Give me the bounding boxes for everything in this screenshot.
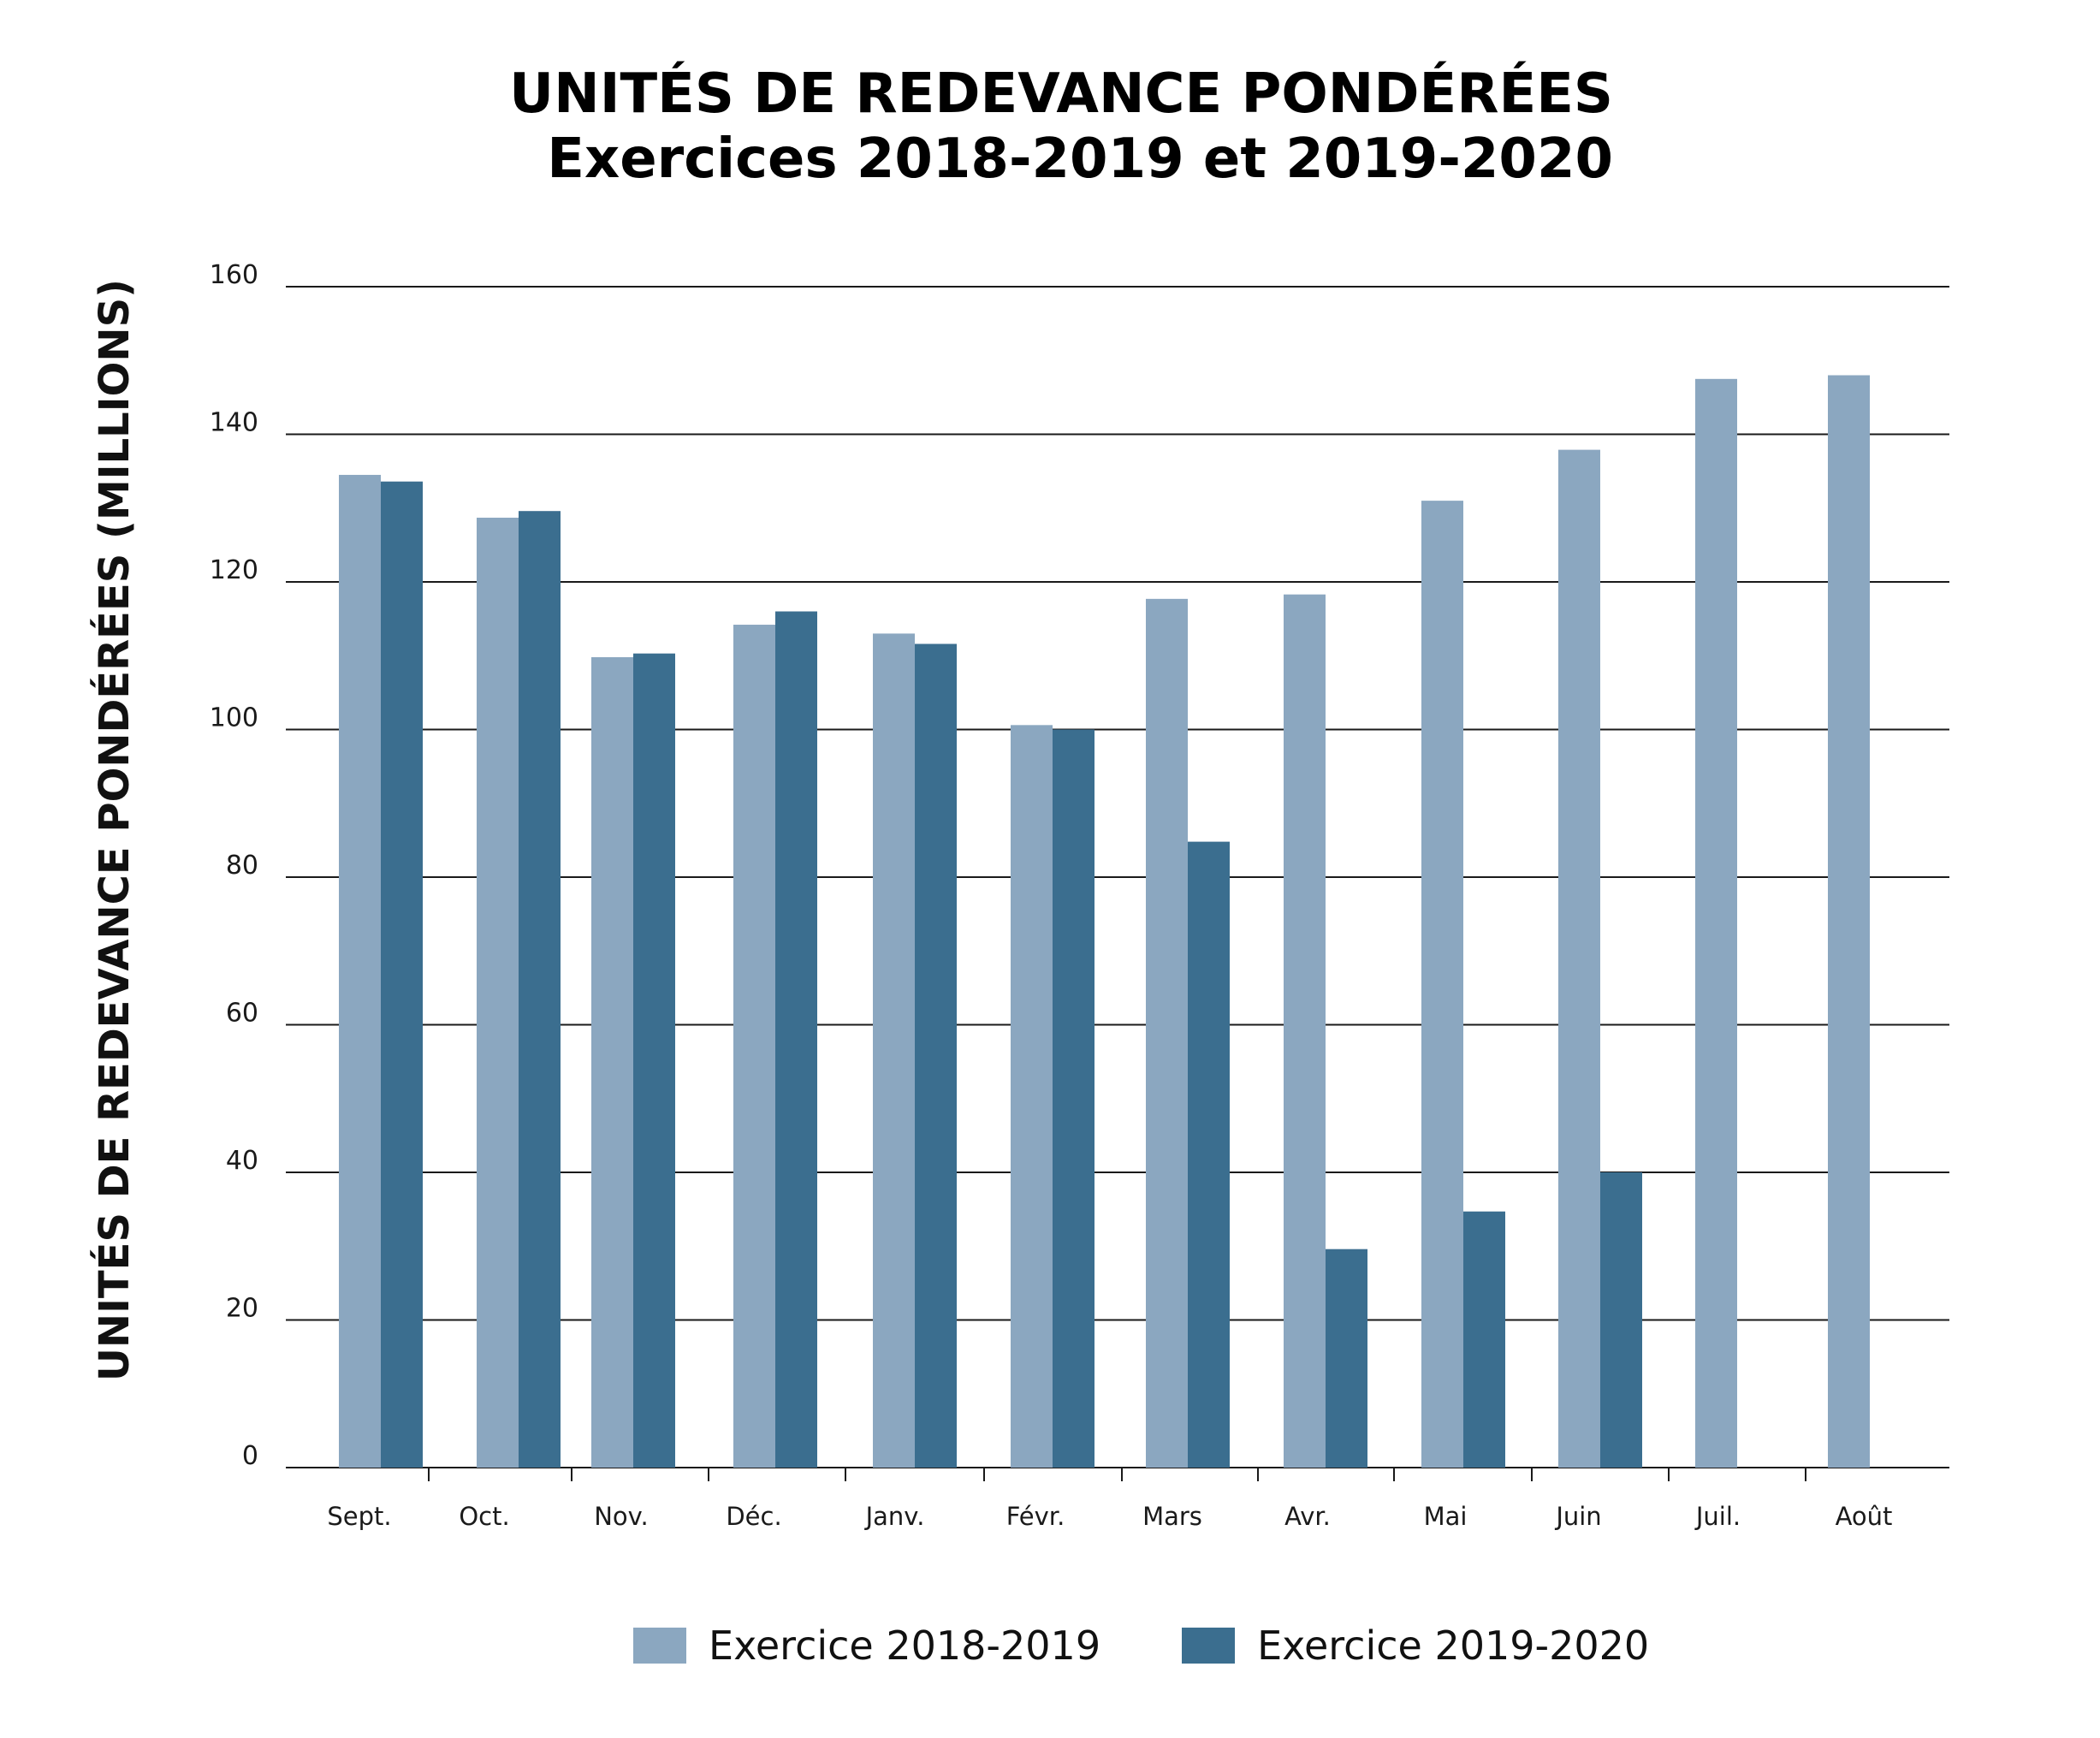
- bar-2018-2019-4: [873, 633, 915, 1468]
- category-label-6: Mars: [1142, 1502, 1202, 1531]
- bar-2018-2019-5: [1011, 725, 1053, 1468]
- y-axis-label: UNITÉS DE REDEVANCE PONDÉRÉES (MILLIONS): [90, 279, 139, 1381]
- category-label-3: Déc.: [726, 1502, 781, 1531]
- bar-2019-2020-3: [775, 611, 817, 1468]
- category-label-8: Mai: [1424, 1502, 1468, 1531]
- category-label-7: Avr.: [1284, 1502, 1331, 1531]
- y-tick-label-40: 40: [226, 1146, 258, 1176]
- legend-label-2018-2019: Exercice 2018-2019: [709, 1622, 1101, 1669]
- category-label-4: Janv.: [864, 1502, 925, 1531]
- bar-2018-2019-1: [477, 517, 519, 1468]
- bar-2018-2019-8: [1421, 501, 1463, 1468]
- category-labels: Sept. Oct. Nov. Déc. Janv. Févr. Mars Avr. Mai Ju…: [327, 1502, 1892, 1531]
- y-tick-label-20: 20: [226, 1294, 258, 1324]
- category-label-0: Sept.: [327, 1502, 391, 1531]
- bar-2018-2019-10: [1695, 378, 1737, 1468]
- gridlines: [286, 286, 1949, 1468]
- category-label-2: Nov.: [594, 1502, 649, 1531]
- bar-2018-2019-0: [339, 474, 381, 1468]
- category-label-11: Août: [1836, 1502, 1893, 1531]
- category-label-10: Juil.: [1694, 1502, 1741, 1531]
- legend-swatch-2018-2019: [633, 1628, 686, 1664]
- y-tick-label-80: 80: [226, 851, 258, 881]
- y-tick-label-60: 60: [226, 999, 258, 1029]
- category-label-5: Févr.: [1006, 1502, 1065, 1531]
- bar-2019-2020-1: [519, 511, 561, 1468]
- bar-2018-2019-7: [1284, 594, 1326, 1468]
- bar-2018-2019-3: [733, 625, 775, 1468]
- y-tick-label-140: 140: [210, 408, 258, 438]
- category-label-9: Juin: [1554, 1502, 1601, 1531]
- bar-2018-2019-6: [1146, 598, 1188, 1468]
- bar-2019-2020-9: [1600, 1172, 1642, 1468]
- legend: Exercice 2018-2019 Exercice 2019-2020: [633, 1622, 1730, 1669]
- chart-subtitle: Exercices 2018-2019 et 2019-2020: [547, 128, 1613, 191]
- bar-2019-2020-2: [633, 653, 675, 1468]
- legend-swatch-2019-2020: [1182, 1628, 1236, 1664]
- legend-item-2018-2019: Exercice 2018-2019: [633, 1622, 1100, 1669]
- bar-2019-2020-4: [915, 644, 957, 1468]
- chart-title: UNITÉS DE REDEVANCE PONDÉRÉES: [509, 62, 1613, 126]
- y-tick-label-120: 120: [210, 555, 258, 585]
- chart-title-block: UNITÉS DE REDEVANCE PONDÉRÉES Exercices …: [0, 62, 1613, 192]
- bar-2019-2020-6: [1188, 841, 1230, 1468]
- bar-2019-2020-5: [1053, 729, 1094, 1468]
- y-tick-label-100: 100: [210, 703, 258, 733]
- bar-2018-2019-2: [591, 656, 633, 1468]
- legend-item-2019-2020: Exercice 2019-2020: [1182, 1622, 1649, 1669]
- bar-2019-2020-0: [381, 481, 423, 1468]
- bar-2018-2019-11: [1828, 375, 1870, 1468]
- bar-2019-2020-8: [1463, 1211, 1505, 1468]
- category-label-1: Oct.: [459, 1502, 509, 1531]
- legend-label-2019-2020: Exercice 2019-2020: [1257, 1622, 1650, 1669]
- x-axis-ticks: [428, 1468, 1806, 1481]
- y-tick-label-160: 160: [210, 260, 258, 290]
- y-tick-labels: 0 20 40 60 80 100 120 140 160: [210, 260, 258, 1471]
- y-tick-label-0: 0: [242, 1441, 258, 1471]
- bar-2018-2019-9: [1558, 449, 1600, 1468]
- bar-2019-2020-7: [1326, 1249, 1367, 1468]
- bars: [339, 375, 1870, 1468]
